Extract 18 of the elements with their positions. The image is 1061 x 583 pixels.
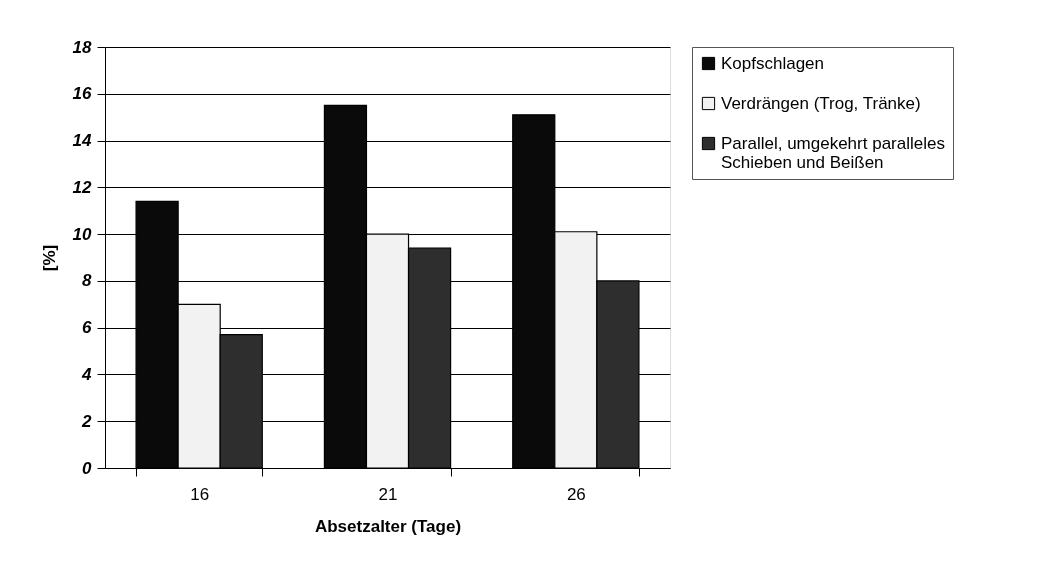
x-tick-label: 16 [190, 484, 210, 504]
y-tick-label: 4 [81, 364, 93, 384]
legend-label: Kopfschlagen [721, 53, 825, 73]
y-tick-label: 6 [82, 318, 93, 338]
x-tick-label: 21 [378, 484, 398, 504]
y-tick-label: 16 [72, 84, 93, 104]
legend-label: Parallel, umgekehrt paralleles Schieben und Beißen [721, 133, 945, 172]
y-tick-label: 14 [72, 131, 93, 151]
y-axis-title: [%] [39, 244, 59, 272]
y-tick-label: 2 [81, 411, 93, 431]
y-tick-label: 0 [82, 458, 93, 478]
x-axis-title: Absetzalter (Tage) [314, 516, 462, 536]
y-tick-label: 10 [72, 224, 93, 244]
legend-label: Verdrängen (Trog, Tränke) [721, 93, 921, 113]
y-tick-label: 8 [82, 271, 93, 291]
y-tick-label: 18 [72, 37, 93, 57]
x-tick-label: 26 [566, 484, 586, 504]
y-tick-label: 12 [72, 177, 93, 197]
